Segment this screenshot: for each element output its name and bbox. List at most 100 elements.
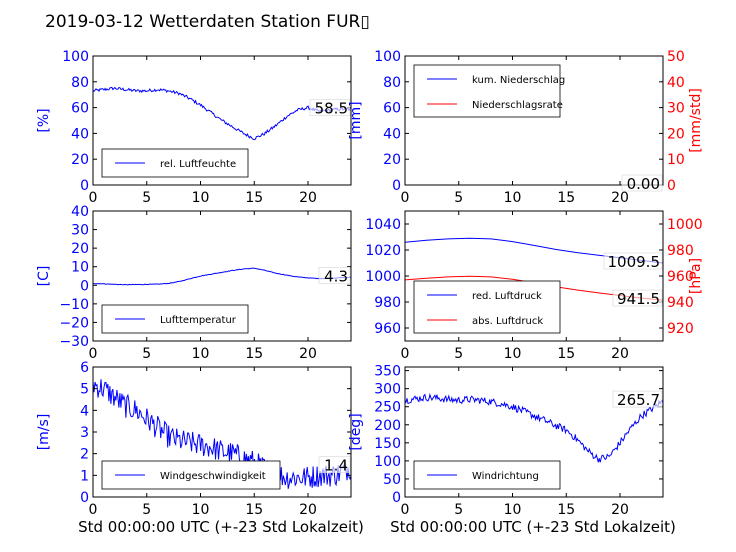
x-tick-label-humidity: 10 (192, 190, 210, 206)
y2-tick-label-pressure: 920 (667, 321, 694, 337)
chart-winddirection: 0 5 10 15 20050100150200250300350[deg]Windri… (348, 364, 664, 518)
x-axis-label-right: Std 00:00:00 UTC (+-23 Std Lokalzeit) (390, 518, 676, 536)
legend-label-humidity: rel. Luftfeuchte (160, 159, 236, 170)
series-line-temperature-0 (93, 267, 351, 286)
x-tick-label-temperature: 15 (245, 346, 263, 362)
x-tick-label-windspeed: 0 (89, 502, 98, 518)
y2-tick-label-precipitation: 0 (667, 178, 676, 194)
chart-temperature: 0 5 10 15 20 −30 −20 −10 0 10 20 30 40 [C] Lufttempera… (36, 204, 352, 362)
x-tick-label-humidity: 20 (299, 190, 317, 206)
end-value-label-pressure: 1009.5 (608, 253, 661, 271)
y2-tick-label-pressure: 980 (667, 243, 694, 259)
chart-pressure: 0 5 10 15 20 960 980 1000 1020 1040 920 940 960 980 10… (365, 210, 704, 362)
chart-precipitation: 0 5 10 15 20 0 20 40 60 80 100 0 10 20 30 40 50 [mm/std] [… (348, 49, 704, 206)
y2-axis-label-precipitation: [mm/std] (688, 88, 704, 153)
y2-tick-label-precipitation: 20 (667, 126, 685, 142)
y2-axis-label-pressure: [hPa] (688, 258, 704, 294)
y-tick-label-temperature: 40 (71, 204, 89, 220)
y-tick-label-humidity: 100 (62, 49, 89, 65)
axes-frame-humidity (92, 55, 352, 186)
legend-box-precipitation (413, 64, 561, 118)
axes-frame-winddirection (404, 366, 664, 498)
y-tick-label-humidity: 80 (71, 75, 89, 91)
end-value-box-temperature (318, 267, 351, 284)
axes-frame-temperature (92, 210, 352, 342)
y-axis-label-windspeed: [m/s] (36, 414, 52, 451)
y-axis-label-humidity: [%] (36, 108, 52, 132)
y-tick-label-winddirection: 200 (374, 418, 401, 434)
y-tick-label-temperature: 10 (71, 260, 89, 276)
x-tick-label-precipitation: 10 (504, 190, 522, 206)
y-tick-label-temperature: 0 (80, 278, 89, 294)
x-tick-label-pressure: 0 (401, 346, 410, 362)
x-tick-label-pressure: 15 (557, 346, 575, 362)
y-tick-label-precipitation: 60 (383, 101, 401, 117)
figure-title: 2019-03-12 Wetterdaten Station FUR▯ (45, 12, 370, 32)
x-tick-label-humidity: 5 (142, 190, 151, 206)
x-tick-label-winddirection: 5 (454, 502, 463, 518)
y-tick-label-precipitation: 40 (383, 126, 401, 142)
x-tick-label-precipitation: 20 (611, 190, 629, 206)
x-tick-label-windspeed: 15 (245, 502, 263, 518)
y-tick-label-winddirection: 100 (374, 454, 401, 470)
x-tick-label-windspeed: 10 (192, 502, 210, 518)
x-tick-label-temperature: 20 (299, 346, 317, 362)
x-tick-label-windspeed: 20 (299, 502, 317, 518)
y-tick-label-windspeed: 6 (80, 360, 89, 376)
legend-label-winddirection: Windrichtung (472, 471, 539, 482)
y2-tick-label-pressure: 1000 (667, 217, 703, 233)
y-tick-label-windspeed: 5 (80, 382, 89, 398)
end-value-box-precipitation (621, 174, 663, 192)
x-tick-label-pressure: 5 (454, 346, 463, 362)
x-tick-label-winddirection: 0 (401, 502, 410, 518)
chart-windspeed: 0 5 10 15 20 0 1 2 3 4 5 6 [m/s] Windgeschwindigkeit 1… (36, 360, 352, 518)
y-tick-label-winddirection: 300 (374, 382, 401, 398)
x-tick-label-winddirection: 15 (557, 502, 575, 518)
legend-label-windspeed: Windgeschwindigkeit (160, 471, 266, 482)
y-tick-label-windspeed: 2 (80, 447, 89, 463)
legend-label-precipitation: kum. Niederschlag (472, 75, 565, 86)
end-value-box-pressure (612, 289, 663, 307)
y-tick-label-temperature: −30 (59, 334, 89, 350)
y-tick-label-pressure: 1020 (365, 243, 401, 259)
end-value-label-temperature: 4.3 (324, 267, 348, 285)
y-axis-label-temperature: [C] (36, 266, 52, 287)
end-value-label-windspeed: 1.4 (324, 457, 348, 475)
legend-label-temperature: Lufttemperatur (160, 315, 237, 326)
y-tick-label-temperature: 30 (71, 223, 89, 239)
x-tick-label-winddirection: 10 (504, 502, 522, 518)
y-tick-label-windspeed: 0 (80, 490, 89, 506)
y-tick-label-humidity: 0 (80, 178, 89, 194)
y-axis-label-winddirection: [deg] (348, 413, 364, 450)
legend-label-precipitation: Niederschlagsrate (472, 100, 563, 111)
y-tick-label-precipitation: 0 (392, 178, 401, 194)
x-tick-label-pressure: 20 (611, 346, 629, 362)
end-value-label-precipitation: 0.00 (627, 175, 660, 193)
x-tick-label-temperature: 5 (142, 346, 151, 362)
y2-tick-label-pressure: 960 (667, 269, 694, 285)
axes-frame-precipitation (404, 55, 664, 186)
legend-label-pressure: abs. Luftdruck (472, 316, 543, 327)
chart-humidity: 0 5 10 15 20 0 20 40 60 80 100 [%] rel. Luftfeuchte 5… (36, 49, 352, 206)
y2-tick-label-precipitation: 50 (667, 49, 685, 65)
x-tick-label-windspeed: 5 (142, 502, 151, 518)
y-tick-label-precipitation: 20 (383, 152, 401, 168)
y-tick-label-temperature: 20 (71, 241, 89, 257)
series-line-winddirection-0 (405, 392, 663, 463)
y2-tick-label-precipitation: 40 (667, 75, 685, 91)
x-tick-label-temperature: 10 (192, 346, 210, 362)
x-tick-label-precipitation: 15 (557, 190, 575, 206)
end-value-label-pressure: 941.5 (617, 290, 660, 308)
y-tick-label-pressure: 960 (374, 321, 401, 337)
y-tick-label-winddirection: 50 (383, 472, 401, 488)
y-tick-label-windspeed: 1 (80, 468, 89, 484)
y-tick-label-winddirection: 350 (374, 364, 401, 380)
y-tick-label-precipitation: 80 (383, 75, 401, 91)
y-tick-label-temperature: −20 (59, 315, 89, 331)
x-tick-label-humidity: 15 (245, 190, 263, 206)
y-tick-label-winddirection: 150 (374, 436, 401, 452)
y-tick-label-humidity: 60 (71, 101, 89, 117)
x-tick-label-humidity: 0 (89, 190, 98, 206)
y-tick-label-windspeed: 4 (80, 403, 89, 419)
